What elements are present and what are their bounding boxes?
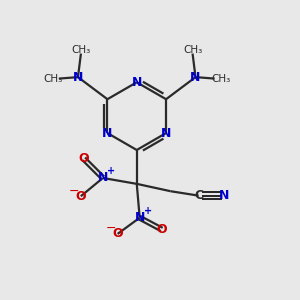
Text: N: N [161, 127, 171, 140]
Text: +: + [144, 206, 152, 216]
Text: O: O [76, 190, 86, 203]
Text: N: N [132, 76, 142, 89]
Text: N: N [134, 211, 145, 224]
Text: CH₃: CH₃ [71, 45, 91, 55]
Text: C: C [194, 189, 203, 202]
Text: −: − [106, 222, 116, 235]
Text: N: N [102, 127, 112, 140]
Text: N: N [190, 70, 201, 84]
Text: N: N [98, 172, 108, 184]
Text: +: + [107, 167, 115, 176]
Text: CH₃: CH₃ [43, 74, 63, 84]
Text: CH₃: CH₃ [211, 74, 230, 84]
Text: O: O [78, 152, 89, 165]
Text: −: − [69, 184, 80, 197]
Text: N: N [218, 189, 229, 202]
Text: N: N [73, 70, 83, 84]
Text: O: O [157, 223, 167, 236]
Text: CH₃: CH₃ [183, 45, 202, 55]
Text: O: O [112, 227, 123, 240]
